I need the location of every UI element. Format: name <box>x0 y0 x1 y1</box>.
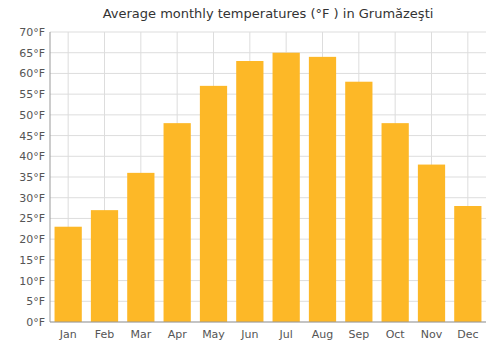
y-tick-label: 10°F <box>19 275 45 288</box>
x-tick-label: Nov <box>421 328 443 341</box>
y-grid-line <box>50 322 486 323</box>
grid <box>50 32 486 322</box>
x-tick-label: Oct <box>386 328 406 341</box>
bar <box>454 206 481 322</box>
x-tick-label: Feb <box>95 328 114 341</box>
y-tick-label: 55°F <box>19 88 45 101</box>
x-tick-label: Apr <box>168 328 188 341</box>
bar <box>164 123 191 322</box>
x-tick-label: Jul <box>279 328 293 341</box>
y-tick-label: 30°F <box>19 192 45 205</box>
title: Average monthly temperatures (°F ) in Gr… <box>103 6 434 21</box>
bar <box>418 165 445 322</box>
x-tick-label: May <box>202 328 225 341</box>
x-tick-label: Jan <box>59 328 77 341</box>
y-tick-label: 65°F <box>19 47 45 60</box>
y-grid-line <box>50 73 486 74</box>
y-tick-label: 40°F <box>19 150 45 163</box>
chart-container: Average monthly temperatures (°F ) in Gr… <box>0 0 500 350</box>
y-tick-label: 25°F <box>19 212 45 225</box>
y-grid-line <box>50 156 486 157</box>
chart: Average monthly temperatures (°F ) in Gr… <box>0 0 500 350</box>
bar <box>345 82 372 322</box>
y-tick-label: 60°F <box>19 67 45 80</box>
y-tick-label: 50°F <box>19 109 45 122</box>
page: {"chart_data": {"type": "bar", "title": … <box>0 0 500 350</box>
bar <box>236 61 263 322</box>
x-tick-label: Mar <box>130 328 151 341</box>
bar <box>127 173 154 322</box>
y-grid-line <box>50 135 486 136</box>
y-axis-line <box>50 32 51 322</box>
y-grid-line <box>50 32 486 33</box>
y-grid-line <box>50 114 486 115</box>
y-tick-label: 70°F <box>19 26 45 39</box>
bars <box>55 53 482 322</box>
bar <box>91 210 118 322</box>
bar <box>55 227 82 322</box>
y-grid-line <box>50 52 486 53</box>
bar <box>309 57 336 322</box>
y-tick-label: 0°F <box>26 316 45 329</box>
x-axis-line <box>50 322 486 323</box>
x-tick-label: Aug <box>312 328 333 341</box>
x-tick-label: Dec <box>457 328 478 341</box>
bar <box>273 53 300 322</box>
x-tick-label: Jun <box>240 328 258 341</box>
y-tick-label: 5°F <box>26 295 45 308</box>
y-tick-label: 15°F <box>19 254 45 267</box>
y-tick-label: 35°F <box>19 171 45 184</box>
x-tick-label: Sep <box>348 328 369 341</box>
bar <box>382 123 409 322</box>
y-grid-line <box>50 94 486 95</box>
y-tick-label: 20°F <box>19 233 45 246</box>
y-tick-label: 45°F <box>19 130 45 143</box>
bar <box>200 86 227 322</box>
